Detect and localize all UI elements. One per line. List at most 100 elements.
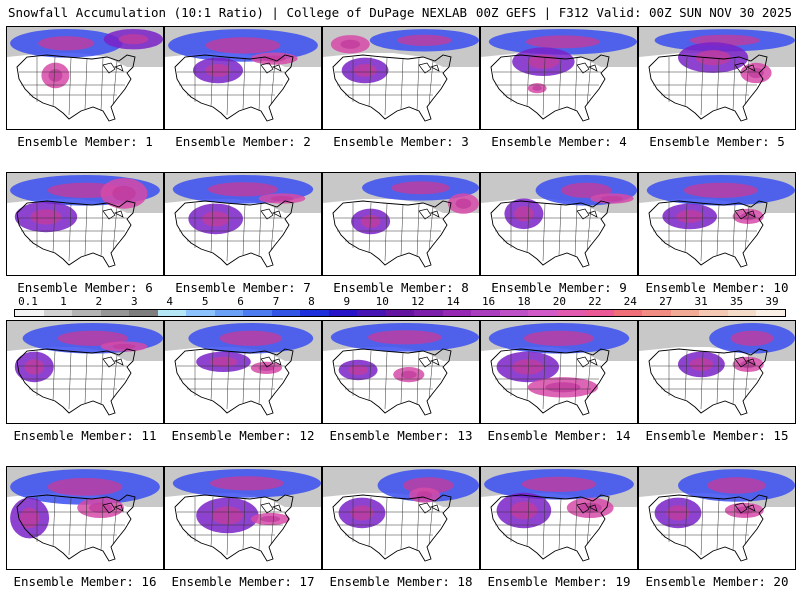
state-border	[258, 497, 262, 552]
state-border	[400, 204, 404, 256]
heavy-snowfall-area	[707, 477, 766, 494]
heavy-snowfall-area	[391, 181, 450, 195]
ensemble-member-label: Ensemble Member: 10	[645, 280, 789, 295]
snowfall-map	[165, 27, 321, 129]
colorbar-tick-labels: 0.1 1 2 3 4 5 6 7 8 9 10 12 14 16 18 20 22 24 27 31 35 39	[14, 295, 786, 309]
heavy-snowfall-area	[350, 505, 374, 521]
heavy-snowfall-area	[47, 478, 123, 496]
ensemble-member-map	[638, 466, 796, 570]
great-lakes-outline	[418, 208, 440, 220]
state-border	[558, 58, 562, 110]
state-border	[226, 497, 230, 556]
state-border	[210, 202, 214, 254]
state-border	[586, 60, 592, 106]
snowfall-map	[165, 173, 321, 275]
heavy-snowfall-area	[695, 50, 731, 66]
ensemble-member-label: Ensemble Member: 14	[487, 428, 631, 443]
heavy-snowfall-area	[397, 34, 452, 46]
heavy-snowfall-area	[348, 364, 368, 376]
heavy-snowfall-area	[258, 364, 275, 371]
state-border	[84, 352, 88, 404]
heavy-snowfall-area	[689, 358, 714, 371]
state-border	[368, 496, 372, 548]
ensemble-member-map	[480, 172, 638, 276]
colorbar-swatch	[72, 310, 101, 316]
country-border	[648, 348, 768, 416]
state-border	[68, 497, 72, 556]
great-lakes-outline	[102, 356, 124, 368]
state-border	[416, 203, 420, 258]
snowfall-map	[323, 467, 479, 569]
state-border	[542, 203, 546, 262]
ensemble-member-map	[164, 26, 322, 130]
ensemble-member-label: Ensemble Member: 12	[171, 428, 315, 443]
country-border	[16, 348, 136, 416]
state-border	[112, 60, 118, 106]
state-border	[270, 206, 276, 252]
colorbar-swatch	[129, 310, 158, 316]
map-title: Snowfall Accumulation (10:1 Ratio) | Col…	[8, 5, 468, 20]
heavy-snowfall-area	[510, 501, 538, 520]
state-border	[716, 58, 720, 110]
state-border	[574, 497, 578, 552]
colorbar-swatch	[385, 310, 415, 316]
great-lakes-outline	[734, 502, 756, 514]
country-border	[648, 54, 768, 122]
colorbar-swatch	[100, 310, 130, 316]
ensemble-member-map	[638, 172, 796, 276]
state-border	[210, 496, 214, 548]
ensemble-member-map	[6, 320, 164, 424]
great-lakes-outline	[102, 62, 124, 74]
state-border	[542, 57, 546, 116]
heavy-snowfall-area	[262, 55, 286, 62]
state-border	[684, 56, 688, 108]
state-border	[574, 203, 578, 258]
state-border	[242, 352, 246, 404]
heavy-snowfall-area	[514, 206, 534, 222]
state-border	[400, 498, 404, 550]
heavy-snowfall-area	[748, 67, 764, 78]
state-border	[428, 60, 434, 106]
ensemble-member-map	[638, 320, 796, 424]
colorbar-tick-label: 5	[201, 295, 209, 308]
ensemble-member-label: Ensemble Member: 18	[329, 574, 473, 589]
country-border	[174, 54, 294, 122]
great-lakes-outline	[576, 62, 598, 74]
state-border	[270, 354, 276, 400]
heavy-snowfall-area	[532, 85, 542, 91]
snowfall-map	[639, 173, 795, 275]
state-border	[368, 56, 372, 108]
ensemble-member-label: Ensemble Member: 3	[333, 134, 469, 149]
heavy-snowfall-area	[601, 195, 623, 202]
great-lakes-outline	[576, 208, 598, 220]
ensemble-member-map	[164, 466, 322, 570]
heavy-snowfall-area	[205, 64, 231, 77]
heavy-snowfall-area	[340, 39, 361, 49]
state-border	[226, 57, 230, 116]
state-border	[716, 498, 720, 550]
ensemble-member-map	[480, 320, 638, 424]
state-border	[226, 203, 230, 262]
snowfall-map	[639, 467, 795, 569]
ensemble-member-map	[6, 172, 164, 276]
colorbar-swatch	[186, 310, 215, 316]
state-border	[258, 57, 262, 112]
great-lakes-outline	[418, 62, 440, 74]
state-border	[732, 351, 736, 406]
heavy-snowfall-area	[401, 370, 417, 379]
colorbar-tick-label: 3	[130, 295, 138, 308]
ensemble-member-map	[6, 26, 164, 130]
ensemble-member-label: Ensemble Member: 9	[491, 280, 627, 295]
state-border	[416, 351, 420, 406]
state-border	[586, 206, 592, 252]
ensemble-member-map	[322, 172, 480, 276]
heavy-snowfall-area	[560, 182, 612, 198]
ensemble-member-map	[164, 172, 322, 276]
colorbar-tick-label: 7	[272, 295, 280, 308]
heavy-snowfall-area	[260, 515, 281, 523]
colorbar-swatch	[528, 310, 557, 316]
great-lakes-outline	[734, 62, 756, 74]
snowfall-map	[7, 173, 163, 275]
colorbar-swatch	[157, 310, 187, 316]
state-border	[732, 57, 736, 112]
